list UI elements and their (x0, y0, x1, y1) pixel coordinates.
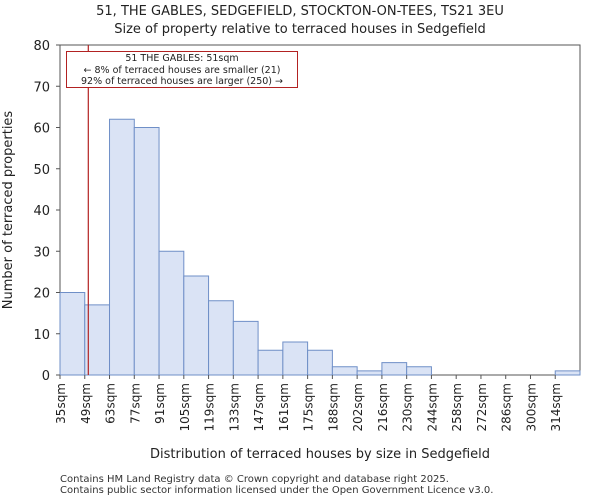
x-tick-label: 35sqm (54, 383, 68, 424)
annotation-line-1: 51 THE GABLES: 51sqm (125, 53, 239, 64)
chart-title: 51, THE GABLES, SEDGEFIELD, STOCKTON-ON-… (96, 4, 504, 19)
chart-subtitle: Size of property relative to terraced ho… (114, 22, 486, 37)
y-tick-label: 70 (33, 80, 50, 95)
x-tick-label: 105sqm (178, 383, 192, 431)
footer-line-2: Contains public sector information licen… (60, 485, 494, 496)
annotation-line-2: ← 8% of terraced houses are smaller (21) (83, 64, 281, 76)
y-tick-label: 50 (33, 163, 50, 178)
x-tick-label: 258sqm (450, 383, 464, 431)
bar-35sqm (59, 292, 86, 376)
x-tick-label: 230sqm (401, 383, 415, 431)
bar-133sqm (232, 320, 259, 376)
x-tick-label: 77sqm (128, 383, 142, 424)
x-tick-label: 244sqm (425, 383, 439, 431)
bar-188sqm (331, 366, 358, 376)
x-axis-label: Distribution of terraced houses by size … (150, 447, 490, 462)
y-tick-label: 80 (33, 39, 50, 54)
bar-314sqm (554, 370, 581, 376)
bar-230sqm (406, 366, 432, 376)
x-tick-label: 175sqm (302, 383, 316, 431)
bar-147sqm (257, 349, 284, 376)
bar-175sqm (307, 349, 333, 376)
footer-line-1: Contains HM Land Registry data © Crown c… (60, 474, 449, 485)
x-tick-label: 133sqm (227, 383, 241, 431)
y-tick-label: 20 (33, 287, 50, 302)
x-tick-label: 300sqm (524, 383, 538, 431)
x-tick-label: 91sqm (153, 383, 167, 424)
x-tick-label: 314sqm (549, 383, 563, 431)
y-tick-label: 40 (33, 204, 50, 219)
bar-119sqm (208, 300, 234, 376)
x-tick-label: 188sqm (326, 383, 340, 431)
x-tick-label: 49sqm (79, 383, 93, 424)
x-tick-label: 202sqm (351, 383, 365, 431)
y-tick-label: 60 (33, 122, 50, 137)
y-tick-label: 30 (33, 245, 50, 260)
annotation-line-3: 92% of terraced houses are larger (250) … (81, 76, 283, 87)
x-tick-label: 147sqm (252, 383, 266, 431)
x-tick-label: 216sqm (376, 383, 390, 431)
y-tick-label: 0 (42, 369, 50, 384)
annotation-box: 51 THE GABLES: 51sqm ← 8% of terraced ho… (66, 51, 298, 88)
x-tick-label: 63sqm (104, 383, 118, 424)
y-axis-label: Number of terraced properties (1, 111, 16, 310)
y-tick-label: 10 (33, 328, 50, 343)
x-tick-label: 272sqm (475, 383, 489, 431)
bar-77sqm (133, 127, 160, 376)
x-tick-label: 286sqm (500, 383, 514, 431)
bar-91sqm (158, 250, 185, 376)
bar-63sqm (109, 118, 135, 376)
bar-216sqm (381, 362, 408, 376)
x-tick-label: 119sqm (203, 383, 217, 431)
bar-202sqm (356, 370, 383, 376)
bar-105sqm (183, 275, 210, 376)
x-tick-label: 161sqm (277, 383, 291, 431)
bar-161sqm (282, 341, 309, 376)
